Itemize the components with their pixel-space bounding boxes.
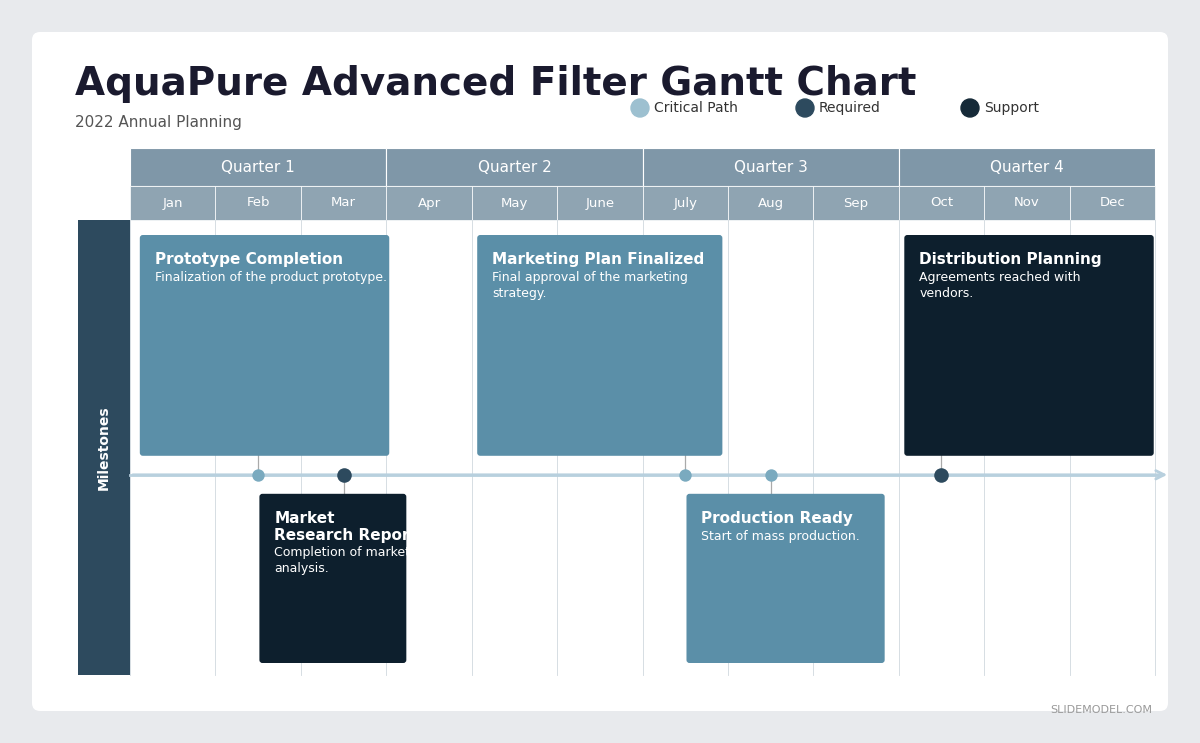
Text: Quarter 2: Quarter 2 [478,160,551,175]
Text: Quarter 4: Quarter 4 [990,160,1063,175]
Bar [642,186,728,220]
Text: Finalization of the product prototype.: Finalization of the product prototype. [155,271,386,285]
Point [761,469,780,481]
Text: Critical Path: Critical Path [654,101,738,115]
Bar [386,186,472,220]
Text: Marketing Plan Finalized: Marketing Plan Finalized [492,252,704,267]
FancyBboxPatch shape [686,494,884,663]
Text: Support: Support [984,101,1039,115]
Bar [216,186,301,220]
Text: Jan: Jan [162,196,182,210]
Bar [472,186,557,220]
Text: Quarter 3: Quarter 3 [733,160,808,175]
Text: Quarter 1: Quarter 1 [221,160,295,175]
Text: SLIDEMODEL.COM: SLIDEMODEL.COM [1050,705,1152,715]
Bar [984,186,1069,220]
Text: Sep: Sep [844,196,869,210]
Text: Milestones: Milestones [97,405,112,490]
Bar [899,148,1154,186]
FancyBboxPatch shape [478,235,722,455]
Bar [642,148,899,186]
Text: Feb: Feb [246,196,270,210]
Bar [301,186,386,220]
Text: Distribution Planning: Distribution Planning [919,252,1102,267]
Circle shape [961,99,979,117]
Text: Agreements reached with
vendors.: Agreements reached with vendors. [919,271,1081,300]
Text: Market
Research Report: Market Research Report [275,510,418,543]
Circle shape [796,99,814,117]
Text: Prototype Completion: Prototype Completion [155,252,343,267]
Text: Apr: Apr [418,196,440,210]
Point [676,469,695,481]
Bar [386,148,642,186]
Text: May: May [500,196,528,210]
Bar [78,220,130,675]
Text: Required: Required [818,101,881,115]
Text: Aug: Aug [757,196,784,210]
Bar [899,186,984,220]
Text: Completion of market
analysis.: Completion of market analysis. [275,545,410,574]
Bar [130,148,386,186]
Bar [130,186,216,220]
Text: Nov: Nov [1014,196,1039,210]
FancyBboxPatch shape [140,235,389,455]
Text: July: July [673,196,697,210]
Text: AquaPure Advanced Filter Gantt Chart: AquaPure Advanced Filter Gantt Chart [74,65,917,103]
FancyBboxPatch shape [259,494,407,663]
Text: Start of mass production.: Start of mass production. [702,531,860,543]
Circle shape [631,99,649,117]
Bar [728,186,814,220]
Text: June: June [586,196,614,210]
Text: Oct: Oct [930,196,953,210]
Text: Dec: Dec [1099,196,1126,210]
Point [334,469,353,481]
Bar [130,220,1154,675]
Text: Mar: Mar [331,196,356,210]
Bar [1069,186,1156,220]
Text: 2022 Annual Planning: 2022 Annual Planning [74,115,242,130]
Bar [557,186,642,220]
Point [248,469,268,481]
Text: Production Ready: Production Ready [702,510,853,526]
FancyBboxPatch shape [32,32,1168,711]
Point [932,469,952,481]
FancyBboxPatch shape [905,235,1153,455]
Text: Final approval of the marketing
strategy.: Final approval of the marketing strategy… [492,271,688,300]
Bar [814,186,899,220]
